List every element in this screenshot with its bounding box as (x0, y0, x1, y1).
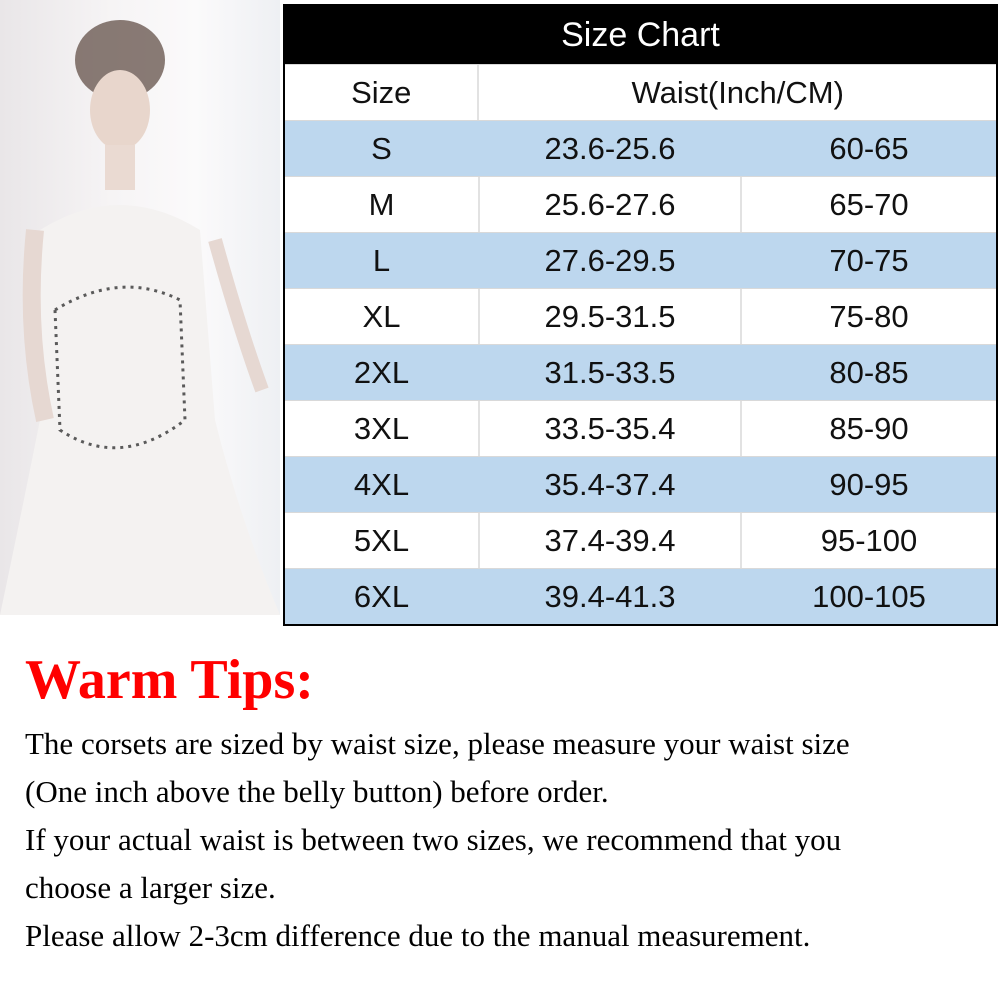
waist-cm-cell: 85-90 (829, 410, 909, 446)
size-cell: 2XL (285, 345, 480, 400)
table-row: S 23.6-25.6 60-65 (285, 120, 996, 176)
waist-cm-cell: 90-95 (829, 466, 909, 502)
tip-line: choose a larger size. (25, 870, 276, 905)
table-row: XL 29.5-31.5 75-80 (285, 288, 996, 344)
waist-cm-cell: 60-65 (829, 130, 909, 166)
waist-inch-cell: 39.4-41.3 (480, 569, 742, 624)
waist-inch-cell: 35.4-37.4 (480, 457, 742, 512)
waist-cm-cell: 95-100 (820, 522, 918, 558)
waist-inch-cell: 25.6-27.6 (480, 177, 742, 232)
table-row: 5XL 37.4-39.4 95-100 (285, 512, 996, 568)
size-cell: S (285, 121, 480, 176)
warm-tips: Warm Tips: The corsets are sized by wais… (25, 640, 995, 960)
header-waist: Waist(Inch/CM) (631, 74, 844, 110)
tip-line: (One inch above the belly button) before… (25, 774, 609, 809)
tip-line: If your actual waist is between two size… (25, 822, 842, 857)
size-cell: XL (285, 289, 480, 344)
waist-inch-cell: 29.5-31.5 (480, 289, 742, 344)
waist-cm-cell: 65-70 (829, 186, 909, 222)
waist-inch-cell: 37.4-39.4 (480, 513, 742, 568)
waist-cm-cell: 70-75 (829, 242, 909, 278)
table-row: M 25.6-27.6 65-70 (285, 176, 996, 232)
size-chart-title: Size Chart (285, 6, 996, 64)
waist-cm-cell: 100-105 (812, 578, 926, 614)
waist-inch-cell: 31.5-33.5 (480, 345, 742, 400)
table-header-row: Size Waist(Inch/CM) (285, 64, 996, 120)
table-row: 4XL 35.4-37.4 90-95 (285, 456, 996, 512)
model-illustration (0, 20, 280, 615)
waist-inch-cell: 33.5-35.4 (480, 401, 742, 456)
header-size: Size (285, 65, 480, 120)
size-cell: M (285, 177, 480, 232)
size-cell: 3XL (285, 401, 480, 456)
tip-line: The corsets are sized by waist size, ple… (25, 726, 850, 761)
waist-cm-cell: 75-80 (829, 298, 909, 334)
size-chart-table: Size Chart Size Waist(Inch/CM) S 23.6-25.… (283, 4, 998, 626)
size-cell: L (285, 233, 480, 288)
tip-line: Please allow 2-3cm difference due to the… (25, 918, 811, 953)
model-photo (0, 0, 280, 615)
size-cell: 5XL (285, 513, 480, 568)
size-cell: 4XL (285, 457, 480, 512)
table-row: 2XL 31.5-33.5 80-85 (285, 344, 996, 400)
table-row: 6XL 39.4-41.3 100-105 (285, 568, 996, 624)
waist-cm-cell: 80-85 (829, 354, 909, 390)
warm-tips-title: Warm Tips: (25, 649, 314, 711)
table-row: L 27.6-29.5 70-75 (285, 232, 996, 288)
waist-inch-cell: 27.6-29.5 (480, 233, 742, 288)
table-row: 3XL 33.5-35.4 85-90 (285, 400, 996, 456)
waist-inch-cell: 23.6-25.6 (480, 121, 742, 176)
size-cell: 6XL (285, 569, 480, 624)
